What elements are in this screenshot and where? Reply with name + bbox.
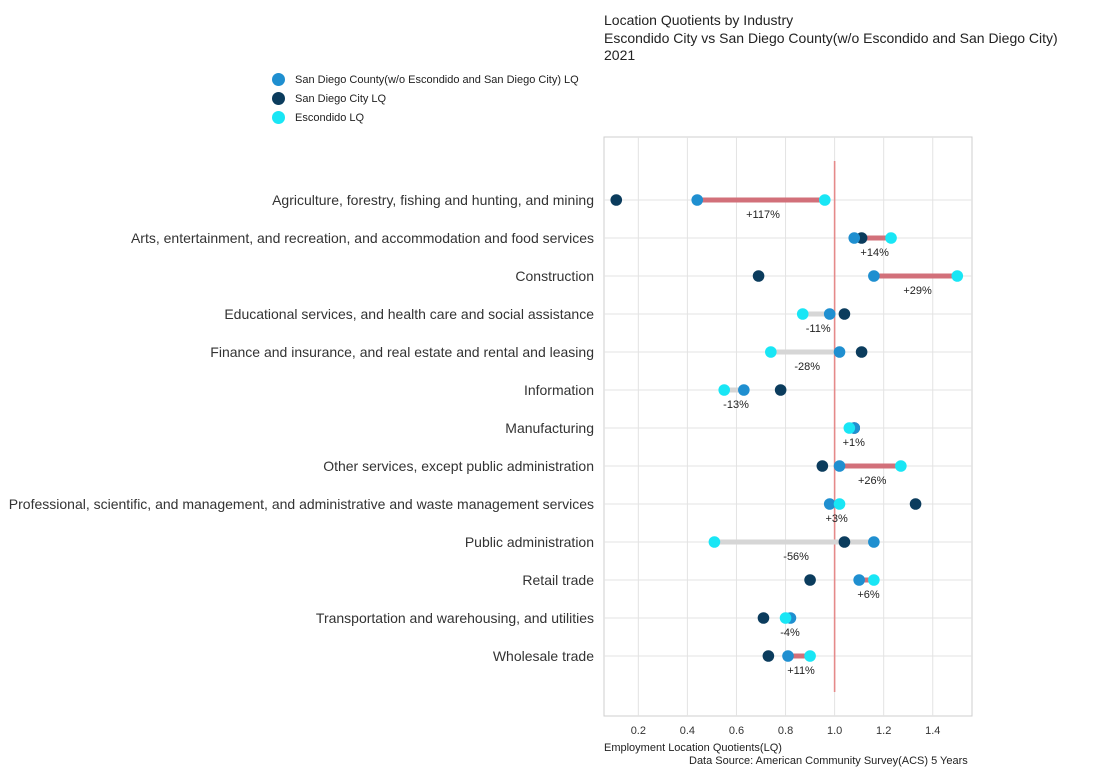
x-tick-label: 0.8	[778, 725, 793, 737]
industry-label: Retail trade	[522, 572, 594, 588]
change-label: +3%	[825, 513, 848, 525]
legend-item-county: San Diego County(w/o Escondido and San D…	[272, 70, 579, 89]
point-sdcity	[804, 574, 816, 586]
point-sdcity	[762, 650, 775, 662]
point-sdcity	[909, 498, 922, 510]
point-escondido	[718, 384, 731, 396]
x-tick-label: 0.2	[631, 725, 646, 737]
industry-label: Public administration	[465, 534, 594, 550]
point-escondido	[843, 422, 856, 434]
legend-label-county: San Diego County(w/o Escondido and San D…	[295, 73, 579, 86]
legend-label-escondido: Escondido LQ	[295, 111, 365, 124]
legend: San Diego County(w/o Escondido and San D…	[272, 70, 579, 127]
legend-label-sdcity: San Diego City LQ	[295, 92, 387, 105]
industry-label: Wholesale trade	[493, 648, 594, 664]
point-sdcity	[610, 194, 623, 206]
point-county	[823, 498, 836, 510]
x-tick-label: 0.6	[729, 725, 744, 737]
industry-label: Educational services, and health care an…	[224, 306, 594, 322]
x-tick-label: 1.2	[876, 725, 891, 737]
change-label: -28%	[794, 361, 820, 373]
chart-subtitle: Escondido City vs San Diego County(w/o E…	[604, 30, 1058, 46]
point-escondido	[819, 194, 831, 206]
change-label: -4%	[780, 627, 800, 639]
change-label: +1%	[843, 437, 866, 449]
point-escondido	[796, 308, 809, 320]
industry-label: Construction	[515, 268, 594, 284]
legend-item-escondido: Escondido LQ	[272, 108, 579, 127]
point-sdcity	[757, 612, 770, 624]
industry-label: Manufacturing	[505, 420, 594, 436]
x-axis-label: Employment Location Quotients(LQ)	[604, 742, 782, 754]
point-county	[848, 232, 861, 244]
point-sdcity	[816, 460, 829, 472]
point-county	[868, 536, 880, 548]
point-county	[782, 650, 794, 662]
change-label: +26%	[858, 475, 887, 487]
x-tick-label: 1.0	[827, 725, 842, 737]
point-sdcity	[774, 384, 787, 396]
point-county	[853, 574, 865, 586]
point-escondido	[708, 536, 721, 548]
x-tick-label: 0.4	[680, 725, 695, 737]
chart-title: Location Quotients by Industry	[604, 12, 794, 28]
point-county	[833, 346, 846, 358]
x-tick-label: 1.4	[925, 725, 940, 737]
change-label: -11%	[806, 323, 831, 335]
point-escondido	[951, 270, 964, 282]
point-county	[738, 384, 750, 396]
industry-label: Arts, entertainment, and recreation, and…	[131, 230, 594, 246]
change-label: +14%	[860, 247, 889, 259]
point-county	[833, 460, 846, 472]
data-source-note: Data Source: American Community Survey(A…	[689, 755, 968, 767]
point-escondido	[765, 346, 777, 358]
industry-label: Transportation and warehousing, and util…	[316, 610, 594, 626]
legend-marker-sdcity	[272, 92, 285, 105]
point-sdcity	[855, 346, 868, 358]
legend-item-sdcity: San Diego City LQ	[272, 89, 579, 108]
legend-marker-county	[272, 73, 285, 86]
change-label: +11%	[787, 665, 815, 677]
change-label: +6%	[857, 589, 880, 601]
industry-label: Agriculture, forestry, fishing and hunti…	[272, 192, 594, 208]
point-sdcity	[752, 270, 765, 282]
industry-label: Professional, scientific, and management…	[9, 496, 594, 512]
point-sdcity	[838, 536, 851, 548]
point-county	[823, 308, 836, 320]
point-escondido	[804, 650, 816, 662]
point-escondido	[833, 498, 846, 510]
point-escondido	[779, 612, 792, 624]
change-label: +117%	[746, 209, 780, 221]
industry-label: Information	[524, 382, 594, 398]
change-label: +29%	[903, 285, 932, 297]
change-label: -13%	[723, 399, 749, 411]
change-label: -56%	[783, 551, 809, 563]
point-escondido	[895, 460, 907, 472]
point-sdcity	[838, 308, 851, 320]
point-county	[868, 270, 880, 282]
legend-marker-escondido	[272, 111, 285, 124]
chart-year: 2021	[604, 47, 636, 63]
industry-label: Finance and insurance, and real estate a…	[210, 344, 594, 360]
point-escondido	[885, 232, 897, 244]
point-county	[691, 194, 704, 206]
industry-label: Other services, except public administra…	[323, 458, 594, 474]
point-escondido	[868, 574, 880, 586]
